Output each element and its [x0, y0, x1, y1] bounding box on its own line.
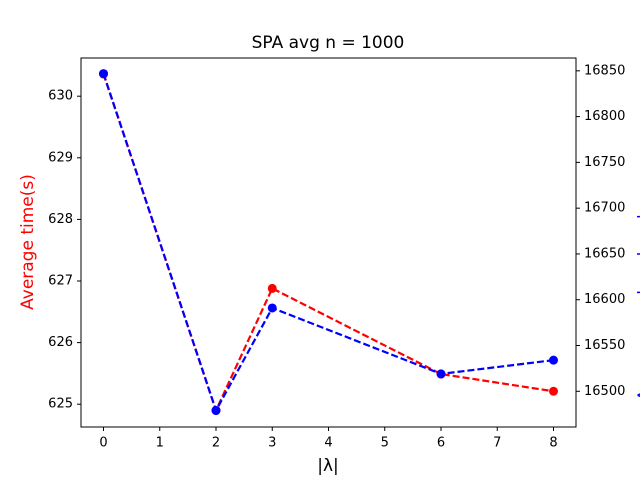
y2-axis-label: Average explored nodes	[635, 195, 640, 401]
point	[549, 386, 558, 396]
y-tick-label: 628	[48, 212, 73, 227]
x-tick-label: 2	[212, 436, 220, 451]
y-tick-label: 630	[48, 89, 73, 104]
plot-frame	[80, 57, 577, 428]
y2-tick-label: 16500	[584, 384, 625, 399]
y-tick-label: 626	[48, 335, 73, 350]
y-axis-label: Average time(s)	[18, 174, 38, 310]
x-tick-label: 1	[156, 436, 164, 451]
point	[267, 303, 277, 313]
y2-tick-label: 16600	[584, 292, 625, 307]
y2-tick-label: 16800	[584, 109, 625, 124]
x-tick-label: 0	[99, 436, 107, 451]
x-axis-label: |λ|	[317, 456, 339, 476]
y-tick-label: 625	[48, 397, 73, 412]
chart-title: SPA avg n = 1000	[252, 33, 405, 53]
y2-tick-label: 16650	[584, 246, 625, 261]
series-line	[102, 73, 554, 414]
point	[436, 369, 446, 379]
y2-tick-label: 16550	[584, 338, 625, 353]
y2-tick-label: 16750	[584, 155, 625, 170]
y-tick-label: 629	[48, 150, 73, 165]
x-tick-label: 5	[381, 436, 389, 451]
x-tick-label: 3	[268, 436, 276, 451]
x-tick-label: 7	[493, 436, 501, 451]
x-tick-label: 8	[549, 436, 557, 451]
point	[267, 283, 277, 293]
y-tick-label: 627	[48, 274, 73, 289]
point	[211, 406, 221, 416]
y2-tick-label: 16700	[584, 201, 625, 216]
x-tick-label: 6	[437, 436, 445, 451]
series-line	[102, 73, 554, 414]
y2-tick-label: 16850	[584, 63, 625, 78]
point	[99, 69, 108, 79]
point	[549, 355, 558, 365]
x-tick-label: 4	[324, 436, 332, 451]
